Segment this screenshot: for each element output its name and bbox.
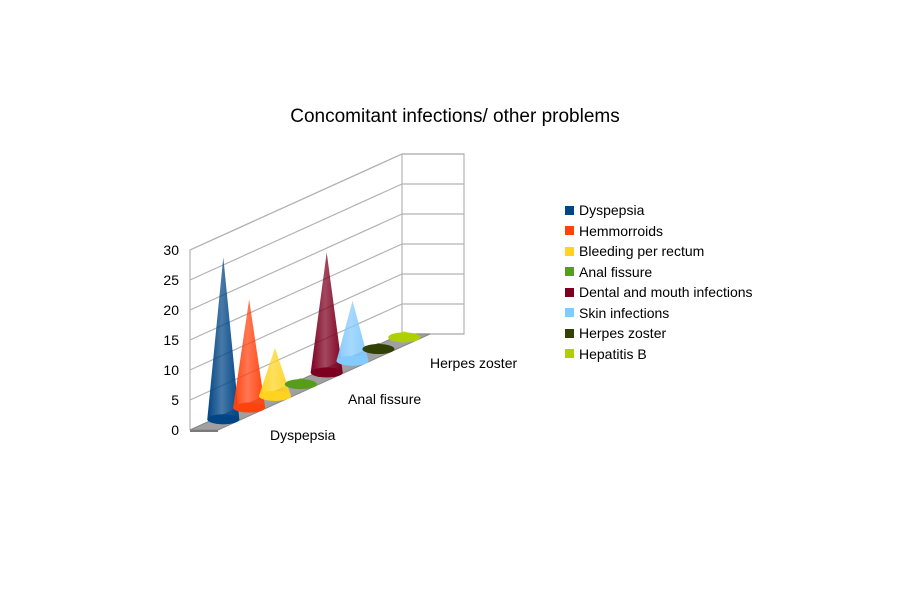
gridline (189, 153, 403, 251)
y-tick-label: 25 (163, 272, 179, 288)
legend-label: Hemmorroids (579, 222, 664, 239)
legend-entry: Bleeding per rectum (565, 241, 753, 262)
y-tick-label: 20 (163, 302, 179, 318)
cone-body (233, 299, 266, 413)
cone-hepatitis-b (388, 331, 421, 343)
legend-entry: Anal fissure (565, 262, 753, 283)
cone-body (310, 252, 343, 378)
legend-entry: Hepatitis B (565, 344, 753, 365)
legend-entry: Hemmorroids (565, 221, 753, 242)
cone-body (388, 331, 421, 343)
legend-swatch (565, 287, 574, 297)
legend-swatch (565, 226, 574, 236)
cone-dyspepsia (207, 257, 240, 425)
legend-label: Herpes zoster (579, 325, 667, 342)
chart-title: Concomitant infections/ other problems (290, 106, 620, 127)
legend-swatch (565, 267, 574, 277)
floor-edge (190, 430, 218, 432)
cone-series (207, 252, 421, 425)
y-tick-label: 5 (171, 392, 179, 408)
legend-swatch (565, 205, 574, 215)
legend-entry: Herpes zoster (565, 323, 753, 344)
cone-body (207, 257, 240, 425)
cone-herpes-zoster (362, 343, 395, 355)
legend: Dyspepsia Hemmorroids Bleeding per rectum A… (565, 200, 753, 364)
cone-skin-infections (336, 300, 369, 366)
y-axis-tick-labels: 0 5 10 15 20 25 30 (163, 242, 179, 438)
cone-body (336, 300, 369, 366)
cone-anal-fissure (284, 378, 317, 390)
legend-entry: Dyspepsia (565, 200, 753, 221)
y-tick-label: 10 (163, 362, 179, 378)
legend-swatch (565, 349, 574, 359)
cone-dental-and-mouth-infections (310, 252, 343, 378)
legend-entry: Skin infections (565, 303, 753, 324)
cone-body (258, 347, 291, 401)
cone-body (284, 378, 317, 390)
legend-swatch (565, 328, 574, 338)
legend-label: Hepatitis B (579, 345, 647, 362)
legend-label: Anal fissure (579, 263, 653, 280)
y-tick-label: 30 (163, 242, 179, 258)
category-label: Dyspepsia (270, 427, 336, 443)
legend-entry: Dental and mouth infections (565, 282, 753, 303)
cone-bleeding-per-rectum (258, 347, 291, 401)
legend-swatch (565, 308, 574, 318)
y-tick-label: 15 (163, 332, 179, 348)
legend-label: Dental and mouth infections (579, 284, 753, 301)
legend-swatch (565, 246, 574, 256)
category-labels: Dyspepsia Anal fissure Herpes zoster (270, 355, 517, 443)
category-label: Herpes zoster (430, 355, 517, 371)
y-tick-label: 0 (171, 422, 179, 438)
legend-label: Skin infections (579, 304, 670, 321)
legend-label: Bleeding per rectum (579, 243, 705, 260)
cone-body (362, 343, 395, 355)
cone-hemmorroids (233, 299, 266, 413)
gridline (189, 183, 403, 281)
legend-label: Dyspepsia (579, 202, 645, 219)
category-label: Anal fissure (348, 391, 421, 407)
